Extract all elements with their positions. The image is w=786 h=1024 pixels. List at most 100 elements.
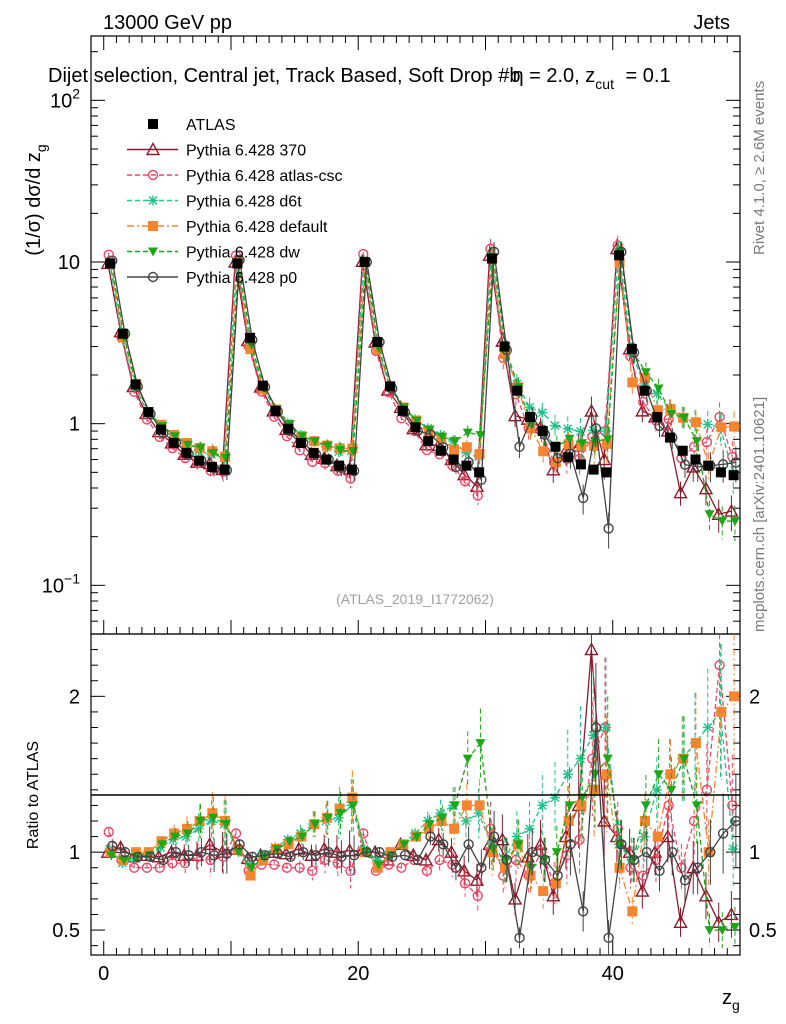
pythia-6-428-default-ratio-point xyxy=(640,815,651,826)
plot-title: Dijet selection, Central jet, Track Base… xyxy=(48,65,671,92)
pythia-6-428-dw-ratio-point xyxy=(462,754,473,764)
pythia-6-428-d6t-ratio-point xyxy=(702,722,713,733)
pythia-6-428-atlas-csc-ratio-point xyxy=(561,850,573,861)
pythia-6-428-p0-ratio-point xyxy=(387,851,398,863)
legend-marker xyxy=(148,195,158,206)
legend-item-pythia-6-428-dw: Pythia 6.428 dw xyxy=(127,245,300,262)
pythia-6-428-default-main-point xyxy=(563,439,574,450)
pythia-6-428-default-ratio-point xyxy=(690,738,701,749)
pythia-6-428-default-main-point xyxy=(690,417,701,428)
pythia-6-428-dw-ratio-point xyxy=(233,848,244,858)
pythia-6-428-default-main-point xyxy=(245,344,256,355)
pythia-6-428-dw-ratio-point xyxy=(666,785,677,795)
pythia-6-428-p0-ratio-point xyxy=(616,839,627,850)
pythia-6-428-atlas-csc-ratio-point xyxy=(612,823,623,834)
x-axis-label: zg xyxy=(722,987,740,1013)
pythia-6-428-p0-ratio-point xyxy=(705,846,716,858)
y-ratio-tick-label: 1 xyxy=(69,842,80,864)
atlas-main-point xyxy=(130,379,141,390)
pythia-6-428-default-ratio-point xyxy=(461,800,472,811)
pythia-6-428-atlas-csc-ratio-point xyxy=(294,862,305,873)
pythia-6-428-default-ratio-point xyxy=(347,792,358,803)
atlas-main-point xyxy=(563,452,574,463)
pythia-6-428-p0-ratio-point xyxy=(667,846,678,858)
pythia-6-428-d6t-ratio-point xyxy=(575,753,586,764)
atlas-main-point xyxy=(550,441,561,452)
pythia-6-428-default-main-point xyxy=(538,446,549,457)
pythia-6-428-p0-ratio-point xyxy=(476,862,487,873)
legend-label: Pythia 6.428 atlas-csc xyxy=(186,168,343,185)
pythia-6-428-atlas-csc-main-point xyxy=(714,411,725,423)
title-value: = 0.1 xyxy=(620,65,671,87)
x-tick-label: 40 xyxy=(602,963,624,985)
atlas-main-point xyxy=(321,454,332,465)
atlas-main-point xyxy=(346,464,357,475)
atlas-main-point xyxy=(614,250,625,261)
pythia-6-428-default-ratio-point xyxy=(627,906,638,917)
energy-label: 13000 GeV pp xyxy=(103,12,232,34)
pythia-6-428-p0-ratio-point xyxy=(361,846,373,858)
atlas-main-point xyxy=(715,467,726,478)
pythia-6-428-p0-ratio-point xyxy=(590,722,602,733)
pythia-6-428-atlas-csc-ratio-line xyxy=(108,665,733,898)
pythia-6-428-p0-main-point xyxy=(590,423,602,434)
pythia-6-428-atlas-csc-ratio-point xyxy=(230,828,242,839)
pythia-6-428-p0-ratio-point xyxy=(437,839,449,850)
atlas-main-point xyxy=(194,455,205,466)
pythia-6-428-atlas-csc-main-point xyxy=(663,413,674,425)
atlas-main-point xyxy=(652,411,663,422)
atlas-main-point xyxy=(334,460,345,471)
pythia-6-428-370-ratio-point xyxy=(495,832,510,846)
pythia-6-428-370-main-point xyxy=(584,403,599,417)
pythia-6-428-p0-ratio-point xyxy=(374,846,385,858)
pythia-6-428-atlas-csc-ratio-point xyxy=(396,862,407,873)
pythia-6-428-p0-ratio-point xyxy=(654,865,665,877)
pythia-6-428-dw-ratio-point xyxy=(526,863,537,873)
pythia-6-428-d6t-ratio-point xyxy=(537,800,548,811)
pythia-6-428-p0-main-point xyxy=(577,492,589,504)
atlas-main-point xyxy=(155,424,166,435)
atlas-main-point xyxy=(626,343,637,354)
pythia-6-428-default-main-point xyxy=(665,404,676,415)
pythia-6-428-atlas-csc-ratio-point xyxy=(141,862,153,873)
category-label: Jets xyxy=(693,12,730,34)
pythia-6-428-dw-ratio-point xyxy=(615,840,626,850)
axis-ticks: 0 20 40 10−1 1 10 102 0.5 0.5 1 1 2 2 xyxy=(42,36,777,985)
pythia-6-428-default-ratio-point xyxy=(576,800,587,811)
pythia-6-428-atlas-csc-ratio-point xyxy=(408,854,420,866)
star-stroke xyxy=(652,785,662,795)
y-ratio-label: Ratio to ATLAS xyxy=(25,741,42,849)
pythia-6-428-dw-ratio-point xyxy=(653,770,664,780)
legend-item-pythia-6-428-370: Pythia 6.428 370 xyxy=(127,142,306,160)
legend-label: Pythia 6.428 d6t xyxy=(186,194,302,211)
pythia-6-428-default-main-point xyxy=(601,438,612,449)
pythia-6-428-dw-main-point xyxy=(182,440,193,450)
pythia-6-428-d6t-main-point xyxy=(562,423,573,434)
pythia-6-428-default-ratio-point xyxy=(652,831,663,842)
atlas-main-point xyxy=(423,436,434,447)
atlas-main-point xyxy=(575,459,586,470)
pythia-6-428-dw-ratio-point xyxy=(602,754,613,764)
pythia-6-428-dw-main-point xyxy=(195,443,206,453)
pythia-6-428-p0-ratio-point xyxy=(641,846,652,858)
legend-label: ATLAS xyxy=(186,117,236,134)
x-tick-label: 20 xyxy=(347,963,369,985)
pythia-6-428-default-main-point xyxy=(474,448,485,459)
pythia-6-428-p0-ratio-point xyxy=(425,831,436,842)
atlas-main-point xyxy=(537,426,548,437)
pythia-6-428-atlas-csc-main-point xyxy=(472,490,483,501)
pythia-6-428-default-main-point xyxy=(640,372,651,383)
star-stroke xyxy=(563,769,573,779)
atlas-main-point xyxy=(206,461,217,472)
pythia-6-428-p0-ratio-point xyxy=(692,862,703,873)
pythia-6-428-p0-main-point xyxy=(603,523,614,534)
pythia-6-428-p0-ratio-point xyxy=(730,815,740,827)
pythia-6-428-dw-ratio-point xyxy=(640,801,651,811)
atlas-main-point xyxy=(474,467,485,478)
pythia-6-428-default-main-point xyxy=(461,442,472,453)
pythia-6-428-dw-ratio-point xyxy=(704,926,715,936)
pythia-6-428-p0-ratio-point xyxy=(565,839,576,850)
pythia-6-428-p0-ratio-point xyxy=(196,846,207,858)
pythia-6-428-dw-main-point xyxy=(640,368,651,378)
pythia-6-428-dw-ratio-point xyxy=(297,832,308,842)
